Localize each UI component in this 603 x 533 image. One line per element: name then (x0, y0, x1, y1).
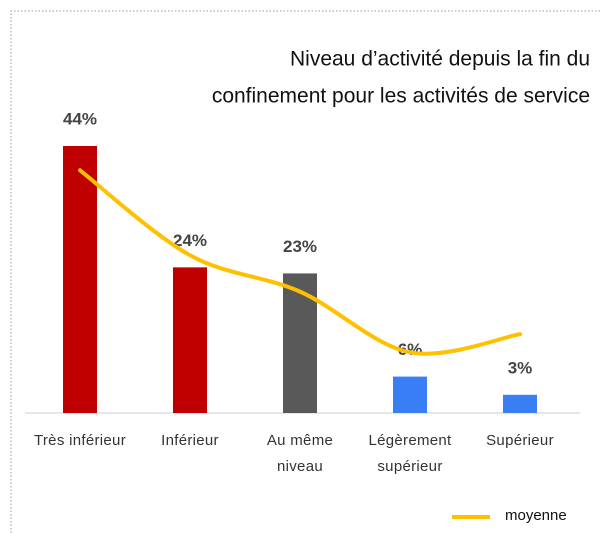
bar (393, 376, 427, 413)
x-tick-label: Au même niveau (267, 432, 333, 475)
bar (283, 273, 317, 413)
x-tick-label: Supérieur (486, 432, 554, 449)
data-label: 3% (508, 358, 533, 377)
x-tick-label: Très inférieur (34, 432, 126, 449)
bar (63, 146, 97, 413)
bar (503, 394, 537, 413)
chart-title: Niveau d’activité depuis la fin du (290, 48, 590, 71)
legend-label: moyenne (505, 507, 567, 524)
bar (173, 267, 207, 413)
data-label: 44% (63, 109, 97, 128)
chart-title: confinement pour les activités de servic… (212, 85, 590, 108)
data-label: 23% (283, 237, 317, 256)
data-label: 24% (173, 231, 207, 250)
x-tick-label: Légèrement supérieur (368, 432, 452, 475)
x-tick-label: Inférieur (161, 432, 219, 449)
line-series (78, 168, 522, 356)
frame-border (10, 10, 600, 533)
